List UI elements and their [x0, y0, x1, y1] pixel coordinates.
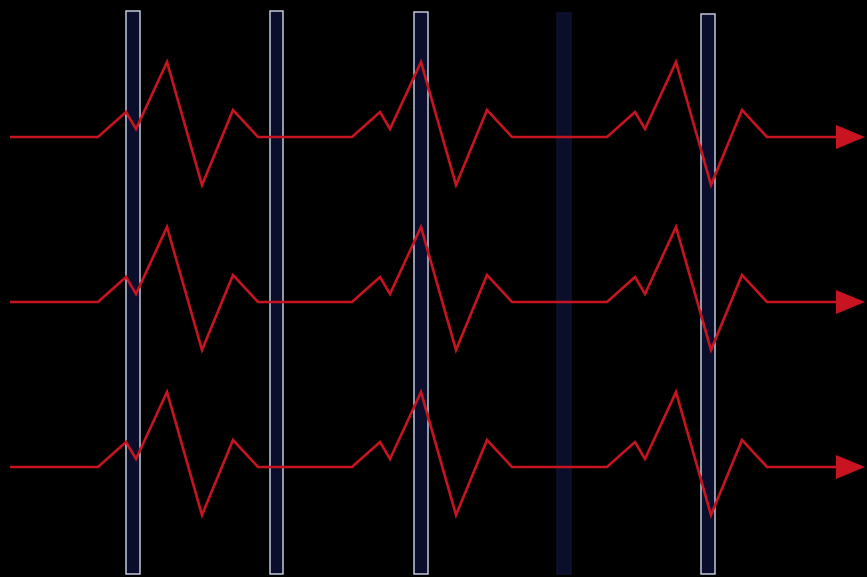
arrowhead-3: [836, 455, 865, 479]
arrowhead-1: [836, 125, 865, 149]
vertical-bar-3: [413, 11, 429, 575]
vertical-bar-2: [269, 10, 284, 575]
waveform-trace-3: [10, 388, 838, 519]
waveform-traces: [10, 58, 865, 519]
arrowhead-2: [836, 290, 865, 314]
vertical-bar-5: [700, 13, 716, 575]
waveform-trace-2: [10, 223, 838, 354]
vertical-bar-1: [125, 10, 141, 575]
waveform-trace-1: [10, 58, 838, 189]
vertical-bar-4: [556, 12, 572, 575]
vertical-bars: [125, 10, 716, 575]
